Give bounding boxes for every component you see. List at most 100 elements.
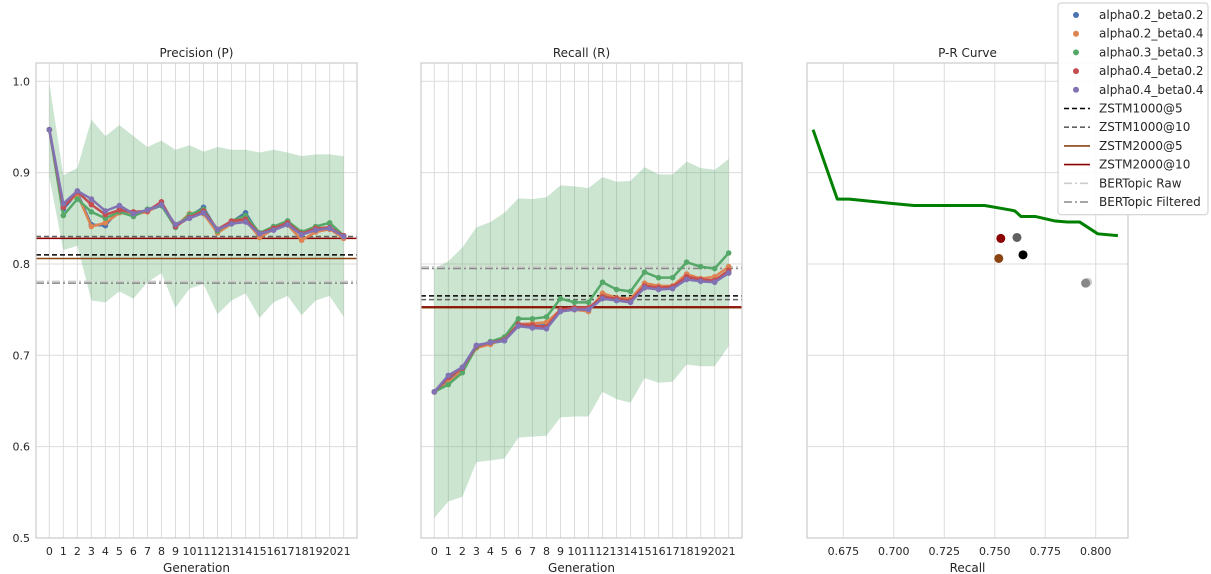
data-point: [655, 286, 662, 293]
x-tick-label: 9: [172, 545, 179, 558]
legend-label: alpha0.4_beta0.4: [1099, 83, 1204, 97]
y-tick-label: 0.8: [13, 258, 31, 271]
panel-2: 0 1 2 3 4 5 6 7 8 9 10 11 12 13 14 15 16 17 18 19 20 21Recall…: [420, 46, 743, 574]
legend-marker-alpha0-3-beta0-3: [1073, 49, 1079, 56]
data-point: [242, 219, 249, 225]
series-line: [433, 272, 730, 393]
x-tick-label: 14: [239, 545, 253, 558]
x-tick-label: 17: [281, 545, 295, 558]
y-tick-label: 0.6: [13, 441, 31, 454]
data-point: [529, 315, 536, 322]
data-point: [515, 315, 522, 322]
x-tick-label: 21: [337, 545, 351, 558]
data-point: [697, 263, 704, 270]
x-tick-label: 19: [309, 545, 323, 558]
data-point: [725, 270, 732, 276]
data-point: [459, 369, 466, 376]
series-alpha0-4-beta0-4: [46, 126, 347, 240]
panel-title: Precision (P): [160, 46, 234, 60]
data-point: [627, 299, 634, 306]
x-axis-label: Generation: [163, 561, 230, 574]
data-point: [557, 308, 564, 315]
data-point: [186, 215, 193, 222]
x-tick-label: 5: [501, 545, 508, 558]
data-point: [102, 220, 109, 226]
x-tick-label: 8: [158, 545, 165, 558]
data-point: [669, 285, 676, 292]
data-point: [613, 297, 620, 304]
x-tick-label: 0.775: [1029, 545, 1061, 558]
panel-title: Recall (R): [553, 46, 610, 60]
x-tick-label: 1: [445, 545, 452, 558]
data-point: [74, 188, 81, 194]
panel-1: 0.50.60.70.80.91.00 1 2 3 4 5 6 7 8 9 10 11 12 13 14 15…: [13, 46, 358, 574]
grid: [36, 63, 357, 539]
pr-point-zstm1000-5: [1018, 250, 1028, 260]
x-tick-label: 17: [666, 545, 680, 558]
x-tick-label: 7: [144, 545, 151, 558]
data-point: [613, 286, 620, 293]
x-tick-label: 8: [543, 545, 550, 558]
data-point: [88, 209, 95, 215]
y-tick-label: 0.7: [13, 349, 31, 362]
axes-frame: [806, 62, 1129, 539]
x-tick-label: 18: [680, 545, 694, 558]
data-point: [158, 201, 165, 208]
legend: alpha0.2_beta0.2 alpha0.2_beta0.4 alpha0.3…: [1057, 2, 1209, 216]
legend-marker-alpha0-4-beta0-2: [1073, 68, 1079, 75]
x-tick-label: 0.750: [979, 545, 1011, 558]
panel-title: P-R Curve: [938, 46, 997, 60]
data-point: [130, 210, 137, 217]
legend-marker-alpha0-4-beta0-4: [1073, 86, 1079, 93]
pr-point-zstm2000-10: [996, 233, 1006, 243]
legend-label: alpha0.3_beta0.3: [1099, 45, 1204, 59]
series-line: [48, 129, 345, 238]
data-point: [543, 314, 550, 320]
x-tick-label: 1: [60, 545, 67, 558]
data-point: [627, 288, 634, 295]
x-tick-label: 19: [694, 545, 708, 558]
series-alpha0-4-beta0-4: [431, 270, 732, 395]
x-tick-label: 13: [225, 545, 239, 558]
x-tick-label: 0.675: [828, 545, 860, 558]
data-point: [228, 220, 235, 227]
data-point: [655, 274, 662, 281]
data-point: [599, 279, 606, 286]
pr-curve-line: [811, 129, 1119, 238]
data-point: [326, 225, 333, 232]
data-point: [445, 372, 452, 379]
data-point: [284, 221, 291, 228]
y-tick-label: 0.9: [13, 167, 31, 180]
legend-label: alpha0.2_beta0.4: [1099, 27, 1204, 41]
x-tick-label: 2: [74, 545, 81, 558]
data-point: [326, 220, 333, 226]
data-point: [102, 208, 109, 214]
data-point: [641, 284, 648, 291]
x-tick-label: 21: [722, 545, 736, 558]
legend-box: [1057, 2, 1209, 216]
data-point: [571, 299, 578, 306]
data-point: [571, 306, 578, 313]
data-point: [116, 207, 123, 213]
axes-frame: [420, 62, 743, 539]
data-point: [585, 306, 592, 313]
data-point: [445, 381, 452, 388]
x-tick-label: 6: [130, 545, 137, 558]
x-tick-label: 7: [529, 545, 536, 558]
x-tick-label: 15: [638, 545, 652, 558]
data-point: [697, 278, 704, 285]
data-point: [683, 276, 690, 283]
data-point: [74, 196, 81, 202]
data-point: [60, 200, 67, 207]
x-tick-label: 0.800: [1080, 545, 1112, 558]
data-point: [515, 323, 522, 329]
data-point: [599, 295, 606, 302]
series-line: [48, 129, 345, 237]
data-point: [298, 231, 305, 238]
legend-label: ZSTM2000@5: [1099, 139, 1183, 153]
x-tick-label: 2: [459, 545, 466, 558]
data-point: [473, 342, 480, 349]
data-point: [431, 389, 438, 395]
x-tick-label: 4: [102, 545, 109, 558]
data-point: [144, 207, 151, 213]
